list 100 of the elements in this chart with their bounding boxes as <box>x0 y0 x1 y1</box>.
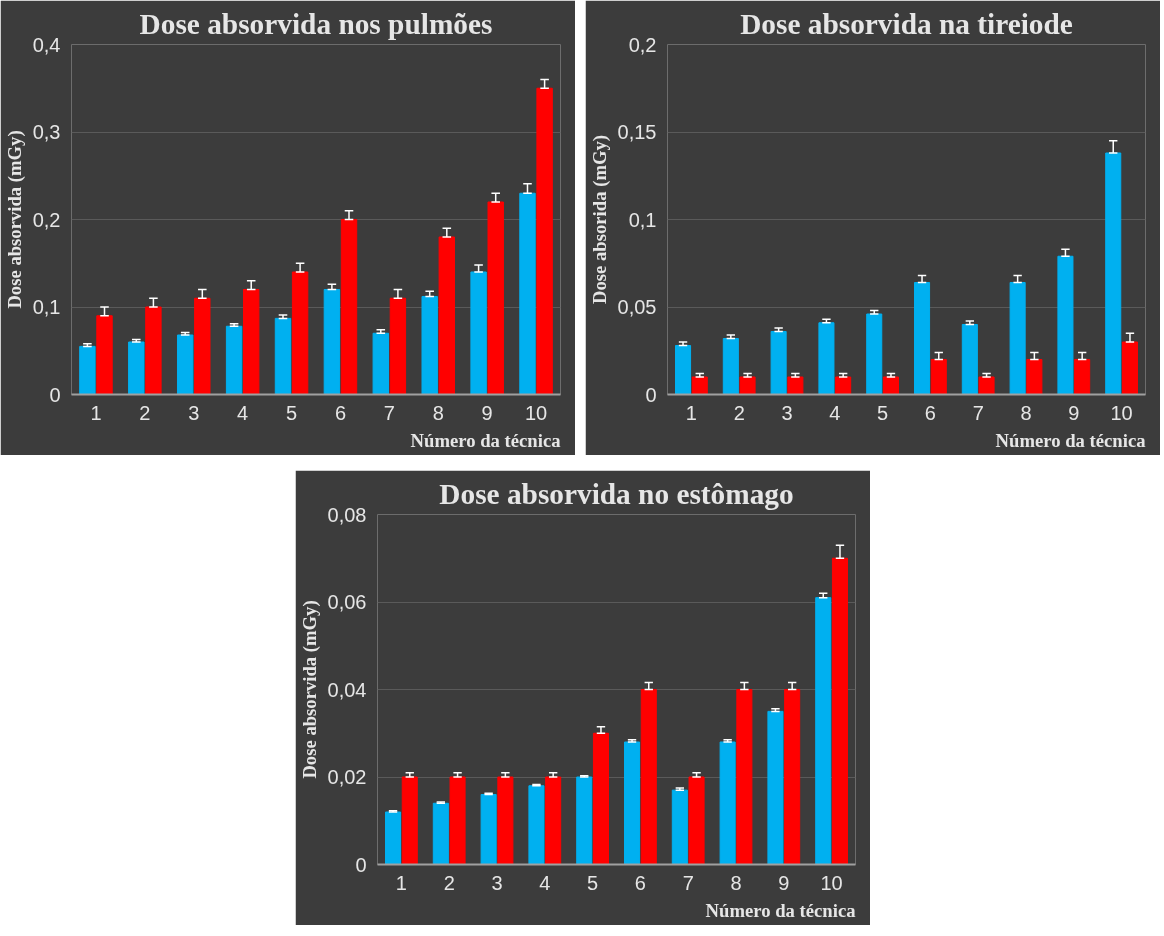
y-tick-label: 0,06 <box>327 591 367 613</box>
bar <box>470 271 487 395</box>
bar <box>1057 255 1074 395</box>
bar <box>671 789 688 865</box>
bar <box>438 236 456 395</box>
bar <box>592 732 609 865</box>
x-tick-label: 2 <box>733 401 745 424</box>
bar <box>1074 359 1091 395</box>
bar <box>480 794 497 865</box>
bar <box>576 776 593 865</box>
y-tick-label: 0,3 <box>32 121 61 143</box>
bar <box>487 201 504 395</box>
chart-title: Dose absorvida nos pulmões <box>139 7 493 40</box>
bar <box>624 741 641 865</box>
bar <box>79 345 96 395</box>
x-tick-label: 6 <box>924 401 936 424</box>
x-tick-label: 8 <box>730 871 742 894</box>
bar <box>96 315 113 395</box>
x-tick-label: 8 <box>1020 401 1032 424</box>
bar <box>930 359 947 395</box>
x-tick-label: 2 <box>443 871 455 894</box>
bar <box>736 689 753 865</box>
x-tick-label: 6 <box>334 401 347 424</box>
y-tick-label: 0,4 <box>32 33 61 56</box>
chart-title: Dose absorvida no estômago <box>439 477 794 510</box>
x-tick-label: 10 <box>820 871 843 894</box>
bar <box>770 331 787 395</box>
x-tick-label: 4 <box>237 401 249 424</box>
x-tick-label: 7 <box>383 401 395 424</box>
bar <box>961 324 978 395</box>
bar <box>1009 282 1026 395</box>
x-axis-title: Número da técnica <box>705 899 857 921</box>
y-tick-label: 0,04 <box>327 678 367 701</box>
bar <box>389 297 407 395</box>
y-tick-label: 0,15 <box>617 121 657 143</box>
bar <box>323 289 341 395</box>
x-tick-label: 5 <box>285 401 298 424</box>
bar <box>784 689 801 865</box>
y-tick-label: 0,2 <box>628 33 657 56</box>
bar <box>291 271 309 395</box>
x-tick-label: 2 <box>139 401 151 424</box>
x-tick-label: 6 <box>634 871 646 894</box>
x-tick-label: 4 <box>539 871 551 894</box>
x-tick-label: 1 <box>395 871 407 894</box>
bar <box>767 710 784 865</box>
x-tick-label: 8 <box>432 401 444 424</box>
bar <box>449 776 466 865</box>
y-tick-label: 0,1 <box>628 208 657 231</box>
x-tick-label: 9 <box>481 401 493 424</box>
x-tick-label: 5 <box>877 401 889 424</box>
bar <box>528 785 545 865</box>
y-tick-label: 0,2 <box>32 208 61 231</box>
x-tick-label: 3 <box>781 401 793 424</box>
y-tick-label: 0,02 <box>327 766 367 788</box>
x-tick-label: 1 <box>685 401 697 424</box>
y-tick-label: 0,05 <box>617 296 657 318</box>
x-tick-label: 9 <box>778 871 790 894</box>
bar <box>401 776 418 865</box>
x-axis-title: Número da técnica <box>410 429 562 451</box>
bar <box>978 376 995 395</box>
chart-title: Dose absorvida na tireiode <box>740 7 1073 40</box>
bar <box>519 192 536 395</box>
bar <box>545 776 562 865</box>
bar <box>128 341 145 395</box>
x-tick-label: 7 <box>682 871 694 894</box>
y-tick-label: 0,08 <box>327 503 367 526</box>
bar <box>688 776 705 865</box>
y-tick-label: 0 <box>645 383 657 406</box>
bar <box>1026 359 1043 395</box>
bar <box>675 345 692 395</box>
y-tick-label: 0 <box>49 383 61 406</box>
y-axis-title: Dose absorvida (mGy) <box>298 600 321 779</box>
bar <box>497 776 514 865</box>
x-tick-label: 9 <box>1068 401 1080 424</box>
bar <box>225 325 243 395</box>
bar <box>787 376 804 395</box>
bar <box>243 289 260 395</box>
bar <box>536 87 553 395</box>
bar <box>914 282 931 395</box>
x-axis-title: Número da técnica <box>995 429 1147 451</box>
bar <box>176 334 194 395</box>
bar <box>691 376 708 395</box>
x-tick-label: 4 <box>829 401 841 424</box>
bar <box>340 219 358 395</box>
bar <box>385 811 402 865</box>
bar <box>421 296 438 395</box>
y-tick-label: 0,1 <box>32 296 61 318</box>
bar <box>739 376 756 395</box>
bar <box>882 376 899 395</box>
bar <box>274 317 292 395</box>
x-tick-label: 10 <box>524 401 548 424</box>
bar <box>866 313 883 395</box>
y-axis-title: Dose absorida (mGy) <box>588 135 611 304</box>
bar <box>815 597 832 865</box>
bar <box>194 297 211 395</box>
y-axis-title: Dose absorvida (mGy) <box>3 130 26 309</box>
bar <box>722 338 739 395</box>
x-tick-label: 3 <box>491 871 503 894</box>
bar <box>432 802 449 865</box>
bar <box>640 689 657 865</box>
